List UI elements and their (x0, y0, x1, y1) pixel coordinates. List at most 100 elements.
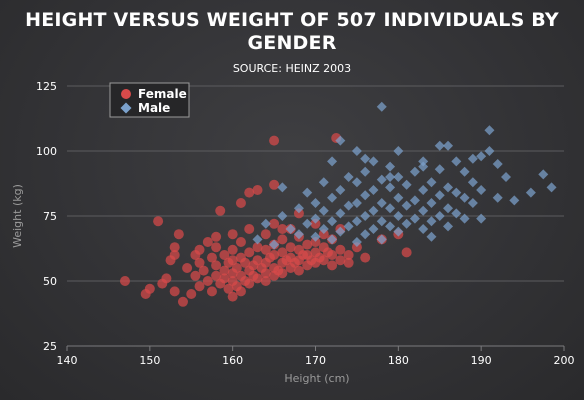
male-point[interactable] (467, 153, 478, 164)
female-point[interactable] (260, 276, 271, 286)
male-point[interactable] (376, 234, 387, 245)
male-point[interactable] (351, 198, 362, 208)
male-point[interactable] (393, 211, 404, 221)
male-point[interactable] (426, 177, 437, 188)
male-point[interactable] (476, 151, 487, 162)
male-point[interactable] (409, 213, 420, 224)
male-point[interactable] (393, 146, 404, 156)
male-point[interactable] (376, 174, 387, 185)
male-point[interactable] (269, 239, 280, 250)
male-point[interactable] (409, 166, 420, 177)
female-point[interactable] (269, 135, 280, 146)
legend-female-label[interactable]: Female (138, 87, 187, 101)
male-point[interactable] (546, 182, 557, 193)
female-point[interactable] (177, 296, 188, 307)
male-point[interactable] (409, 195, 420, 206)
female-point[interactable] (277, 224, 288, 234)
female-point[interactable] (310, 237, 321, 247)
male-point[interactable] (293, 203, 304, 214)
male-point[interactable] (538, 169, 549, 180)
male-point[interactable] (360, 190, 371, 201)
male-point[interactable] (335, 135, 346, 146)
male-point[interactable] (401, 179, 412, 190)
female-point[interactable] (211, 260, 222, 271)
female-point[interactable] (223, 283, 234, 294)
male-point[interactable] (451, 156, 462, 167)
male-point[interactable] (327, 216, 338, 227)
female-point[interactable] (260, 244, 271, 255)
male-point[interactable] (376, 216, 387, 227)
female-point[interactable] (269, 218, 280, 229)
male-point[interactable] (443, 203, 454, 214)
legend-male-label[interactable]: Male (138, 101, 170, 115)
male-point[interactable] (492, 192, 503, 203)
male-point[interactable] (360, 153, 371, 164)
male-point[interactable] (426, 198, 437, 208)
male-point[interactable] (302, 187, 313, 198)
male-point[interactable] (467, 177, 478, 188)
male-point[interactable] (484, 125, 495, 136)
male-point[interactable] (260, 218, 271, 229)
female-point[interactable] (206, 252, 217, 263)
male-point[interactable] (327, 234, 338, 245)
female-point[interactable] (182, 263, 193, 273)
male-point[interactable] (401, 200, 412, 211)
female-point[interactable] (206, 286, 217, 297)
female-point[interactable] (318, 255, 329, 266)
male-point[interactable] (318, 177, 329, 188)
female-point[interactable] (277, 268, 288, 279)
female-point[interactable] (310, 218, 321, 229)
male-point[interactable] (434, 211, 445, 221)
male-point[interactable] (492, 159, 503, 169)
female-point[interactable] (173, 229, 184, 240)
female-point[interactable] (153, 216, 164, 227)
male-point[interactable] (327, 156, 338, 167)
female-point[interactable] (244, 224, 255, 234)
male-point[interactable] (318, 205, 329, 216)
male-point[interactable] (318, 224, 329, 234)
female-point[interactable] (318, 229, 329, 240)
female-point[interactable] (202, 237, 213, 247)
male-point[interactable] (426, 231, 437, 242)
male-point[interactable] (443, 140, 454, 151)
female-point[interactable] (351, 242, 362, 253)
female-point[interactable] (235, 286, 246, 297)
male-point[interactable] (335, 208, 346, 219)
male-point[interactable] (368, 205, 379, 216)
female-point[interactable] (144, 283, 155, 294)
female-point[interactable] (244, 278, 255, 289)
female-point[interactable] (343, 257, 354, 268)
female-point[interactable] (202, 276, 213, 286)
male-point[interactable] (525, 187, 536, 198)
male-point[interactable] (385, 221, 396, 232)
female-point[interactable] (227, 229, 238, 240)
female-point[interactable] (277, 234, 288, 245)
male-point[interactable] (376, 101, 387, 112)
female-point[interactable] (360, 252, 371, 263)
female-point[interactable] (252, 273, 263, 284)
female-point[interactable] (252, 185, 263, 195)
male-point[interactable] (343, 200, 354, 211)
male-point[interactable] (434, 140, 445, 151)
female-point[interactable] (219, 250, 230, 260)
male-point[interactable] (252, 234, 263, 245)
female-point[interactable] (335, 255, 346, 266)
male-point[interactable] (434, 164, 445, 175)
female-point[interactable] (293, 208, 304, 219)
male-point[interactable] (451, 208, 462, 219)
female-point[interactable] (119, 276, 130, 286)
male-point[interactable] (368, 185, 379, 195)
female-point[interactable] (190, 270, 201, 281)
male-point[interactable] (310, 198, 321, 208)
male-point[interactable] (418, 205, 429, 216)
male-point[interactable] (418, 224, 429, 234)
male-point[interactable] (459, 192, 470, 203)
male-point[interactable] (343, 221, 354, 232)
male-point[interactable] (360, 229, 371, 240)
female-point[interactable] (252, 255, 263, 266)
female-point[interactable] (227, 255, 238, 266)
female-point[interactable] (194, 244, 205, 255)
female-point[interactable] (235, 237, 246, 247)
male-point[interactable] (443, 221, 454, 232)
female-point[interactable] (235, 198, 246, 208)
